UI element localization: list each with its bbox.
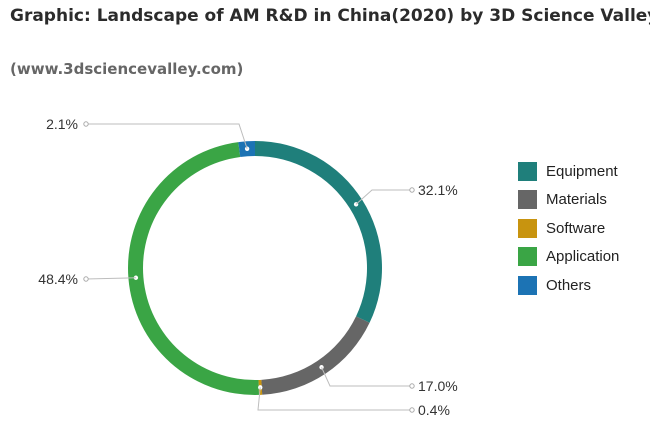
legend-item-others: Others (518, 271, 619, 300)
data-label-equipment: 32.1% (418, 182, 458, 198)
donut-slices (127, 141, 382, 395)
page-title: Graphic: Landscape of AM R&D in China(20… (10, 6, 650, 26)
leader-line-application (85, 277, 136, 280)
legend-label-others: Others (546, 276, 592, 294)
legend-swatch-software (518, 218, 537, 238)
legend-label-software: Software (546, 219, 606, 237)
legend-item-application: Application (518, 243, 619, 272)
legend-item-software: Software (518, 214, 619, 243)
leader-line-materials (321, 367, 412, 387)
slice-application (127, 142, 259, 395)
callouts: 32.1% 17.0% 0.4% 48.4% 2.1% (38, 116, 457, 418)
leader-line-others (86, 123, 248, 149)
data-label-software: 0.4% (418, 402, 450, 418)
legend-swatch-application (518, 247, 537, 267)
legend-item-materials: Materials (518, 186, 619, 215)
leader-line-equipment (355, 189, 412, 205)
legend-label-equipment: Equipment (546, 162, 618, 180)
legend-swatch-materials (518, 190, 537, 210)
slice-marker-software (258, 385, 263, 390)
leader-end-application (83, 276, 89, 282)
data-label-others: 2.1% (46, 116, 78, 132)
leader-end-equipment (409, 187, 415, 193)
legend-item-equipment: Equipment (518, 157, 619, 186)
slice-materials (261, 316, 370, 395)
data-label-materials: 17.0% (418, 378, 458, 394)
data-label-application: 48.4% (38, 271, 78, 287)
legend-swatch-equipment (518, 161, 537, 181)
legend-label-materials: Materials (546, 191, 607, 209)
slice-marker-materials (319, 365, 324, 370)
leader-end-others (83, 121, 89, 127)
legend-label-application: Application (546, 248, 620, 266)
slice-marker-application (133, 275, 139, 280)
page-subtitle: (www.3dsciencevalley.com) (10, 60, 244, 78)
leader-end-software (409, 407, 415, 413)
leader-end-materials (409, 383, 415, 389)
slice-equipment (255, 141, 382, 323)
leader-line-software (257, 387, 412, 411)
legend-swatch-others (518, 275, 537, 295)
legend: Equipment Materials Software Application Oth… (518, 157, 619, 300)
